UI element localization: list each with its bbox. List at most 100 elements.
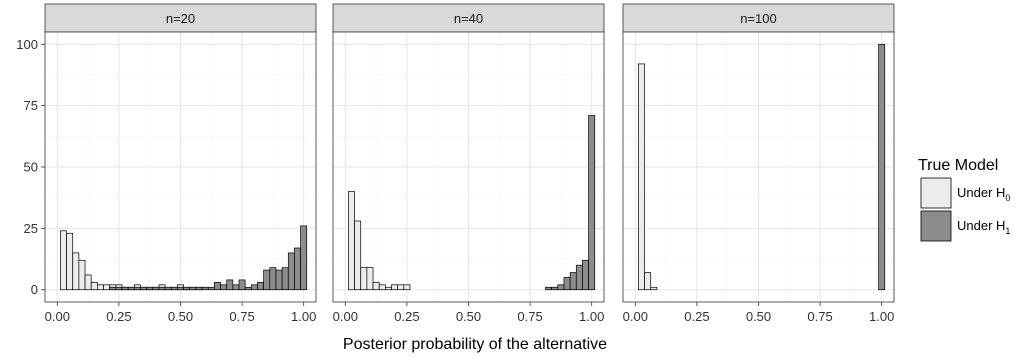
histogram-bar-h1 (287, 252, 295, 291)
x-tick-label: 0.50 (456, 309, 481, 324)
facet-strip (332, 3, 605, 33)
facet-strip (622, 3, 895, 33)
histogram-bar-h0 (72, 252, 80, 291)
histogram-bar-h0 (366, 267, 374, 291)
legend-label-h0-text: Under H (957, 185, 1005, 200)
histogram-bar-h1 (115, 286, 123, 291)
histogram-bar-h0 (360, 267, 368, 291)
x-tick-label: 0.75 (517, 309, 542, 324)
histogram-bar-h0 (354, 220, 362, 291)
legend: True Model Under H0 Under H1 (918, 157, 1010, 242)
x-tick-label: 0.00 (333, 309, 358, 324)
histogram-bar-h0 (391, 284, 399, 291)
histogram-bar-h0 (378, 284, 386, 291)
facet-strip-label: n=100 (740, 11, 777, 26)
histogram-bar-h0 (385, 286, 392, 291)
histogram-bar-h1 (214, 282, 221, 291)
histogram-bar-h1 (294, 247, 301, 291)
histogram-bar-h1 (281, 267, 289, 291)
legend-label-h0: Under H0 (957, 185, 1010, 203)
facet-strip (44, 3, 317, 33)
histogram-bar-h1 (275, 269, 283, 291)
histogram-bar-h1 (878, 43, 886, 291)
y-tick-label: 75 (24, 98, 38, 113)
facet-panel-2: n=40 0.00 0.25 0.50 0.75 1.00 (332, 3, 605, 324)
x-tick-label: 0.00 (45, 309, 70, 324)
histogram-bar-h0 (97, 284, 104, 291)
histogram-bar-h0 (397, 284, 405, 291)
histogram-bar-h0 (638, 63, 645, 291)
x-tick-label: 1.00 (579, 309, 604, 324)
histogram-bar-h1 (582, 259, 589, 291)
facet-panel-1: n=20 0.00 0.25 0.50 0.75 1.00 0 25 50 75 100 (16, 3, 317, 324)
facet-panel-3: n=100 0.00 0.25 0.50 0.75 1.00 (622, 3, 895, 324)
legend-title: True Model (918, 157, 998, 174)
histogram-bar-h1 (226, 279, 234, 291)
histogram-bar-h1 (109, 286, 117, 291)
histogram-bar-h0 (372, 282, 380, 291)
legend-key-h1 (920, 210, 952, 242)
histogram-bar-h0 (60, 230, 67, 291)
legend-key-h0 (920, 177, 952, 209)
histogram-bar-h1 (588, 115, 596, 291)
legend-label-h1-text: Under H (957, 218, 1005, 233)
y-tick-label: 25 (24, 221, 38, 236)
facet-strip-label: n=20 (166, 11, 195, 26)
histogram-bar-h0 (644, 272, 652, 291)
x-tick-label: 0.25 (106, 309, 131, 324)
histogram-bar-h0 (84, 274, 92, 291)
histogram-bar-h1 (146, 286, 154, 291)
histogram-bar-h1 (195, 286, 203, 291)
histogram-bar-h1 (177, 286, 184, 291)
histogram-bar-h1 (164, 286, 172, 291)
histogram-bar-h1 (300, 225, 308, 291)
histogram-bar-h1 (232, 284, 240, 291)
legend-label-h1-sub: 1 (1005, 226, 1010, 236)
histogram-bar-h1 (250, 284, 258, 291)
histogram-bar-h1 (133, 286, 141, 291)
histogram-bar-h0 (103, 284, 111, 291)
x-tick-label: 0.25 (684, 309, 709, 324)
x-tick-label: 0.75 (229, 309, 254, 324)
histogram-bar-h1 (127, 286, 135, 291)
histogram-bar-h1 (189, 286, 197, 291)
x-tick-label: 0.25 (394, 309, 419, 324)
histogram-bar-h1 (257, 282, 264, 291)
x-tick-label: 1.00 (291, 309, 316, 324)
x-tick-label: 0.75 (807, 309, 832, 324)
histogram-bar-h1 (263, 269, 271, 291)
histogram-bar-h1 (545, 286, 552, 291)
histogram-bar-h0 (66, 232, 74, 291)
histogram-bar-h1 (170, 286, 178, 291)
histogram-bar-h1 (183, 286, 191, 291)
y-tick-label: 50 (24, 160, 38, 175)
histogram-bar-h1 (269, 267, 277, 291)
x-tick-label: 0.50 (168, 309, 193, 324)
facet-strip-label: n=40 (454, 11, 483, 26)
legend-label-h1: Under H1 (957, 218, 1010, 236)
histogram-bar-h1 (201, 286, 209, 291)
histogram-bar-h1 (575, 264, 583, 291)
panels-layer: n=20 0.00 0.25 0.50 0.75 1.00 0 25 50 75 100 n=40 0.… (16, 3, 895, 324)
histogram-bar-h0 (403, 284, 411, 291)
y-tick-label: 0 (31, 282, 38, 297)
x-axis-title: Posterior probability of the alternative (343, 336, 607, 353)
histogram-bar-h1 (158, 286, 166, 291)
histogram-bar-h0 (90, 282, 98, 291)
x-tick-label: 0.50 (746, 309, 771, 324)
histogram-bar-h1 (140, 286, 147, 291)
x-tick-label: 1.00 (869, 309, 894, 324)
histogram-bar-h1 (121, 286, 129, 291)
histogram-bar-h0 (78, 259, 86, 291)
histogram-bar-h1 (238, 279, 246, 291)
histogram-bar-h1 (557, 284, 565, 291)
histogram-bar-h1 (207, 286, 215, 291)
histogram-bar-h1 (220, 284, 228, 291)
histogram-bar-h0 (650, 286, 658, 291)
histogram-bar-h1 (551, 286, 559, 291)
histogram-bar-h1 (563, 277, 571, 291)
histogram-bar-h1 (569, 272, 577, 291)
histogram-bar-h1 (152, 286, 160, 291)
histogram-bar-h1 (244, 286, 252, 291)
